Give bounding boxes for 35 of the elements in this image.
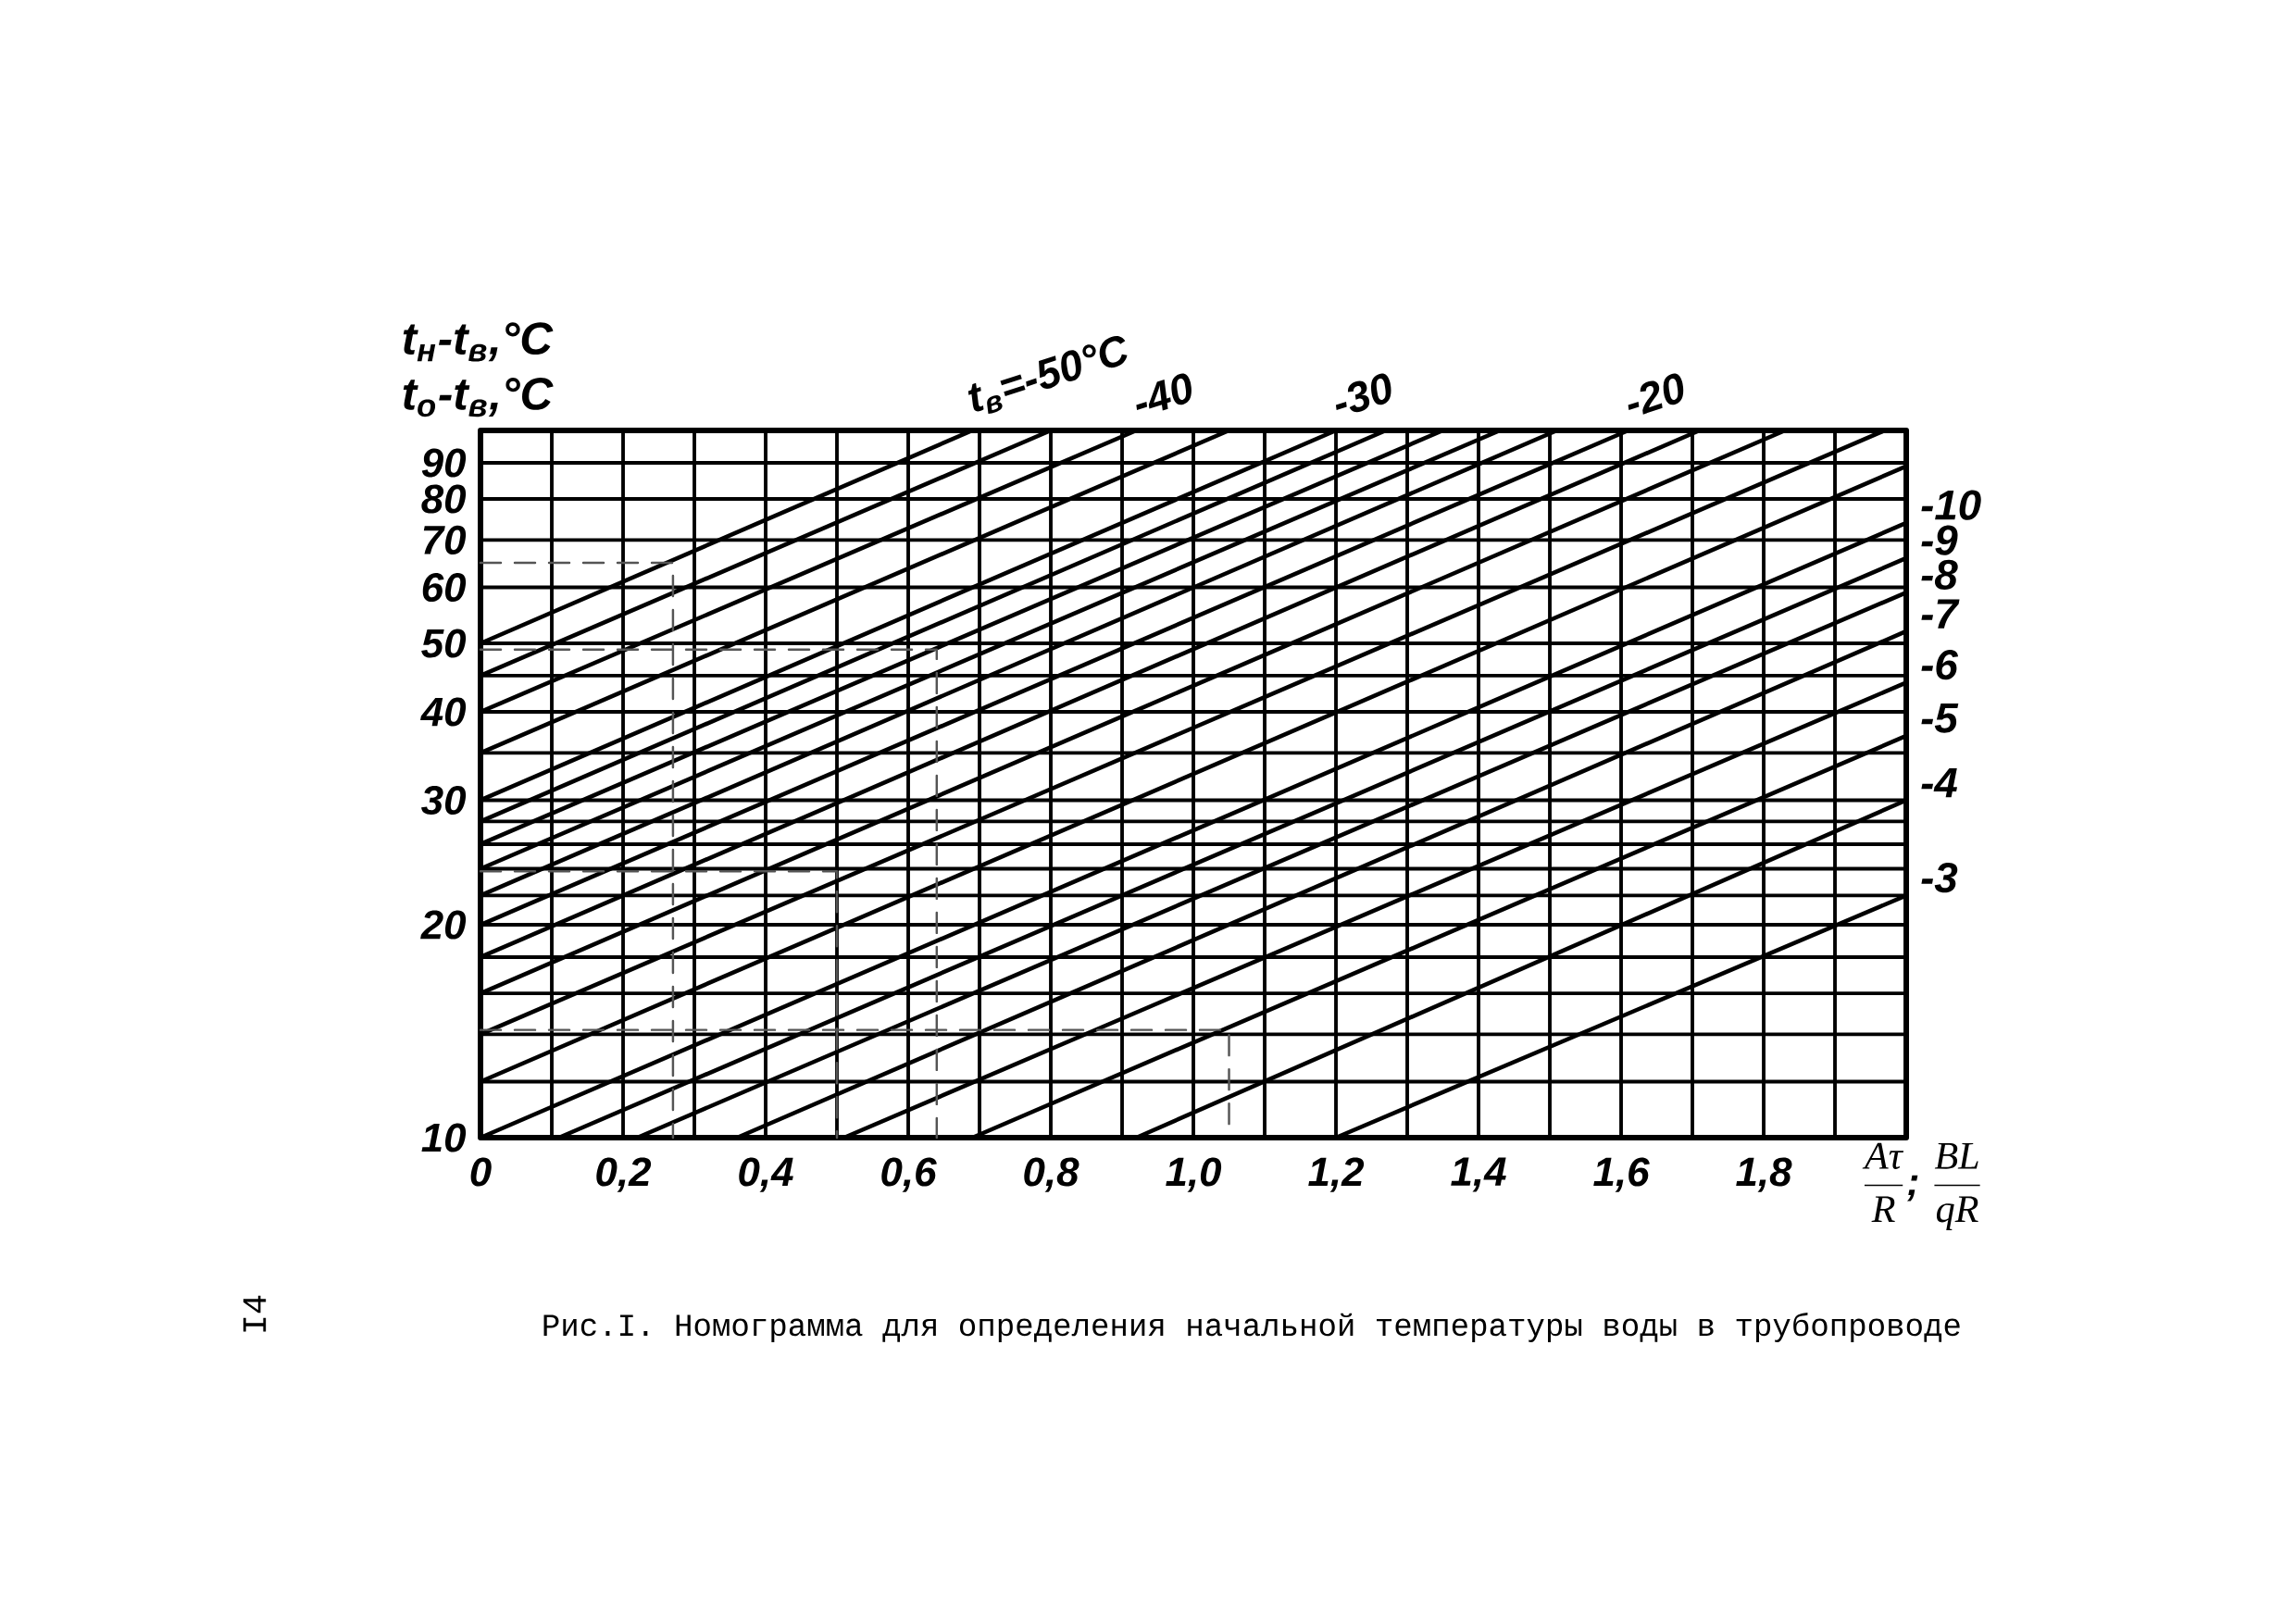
text: -30 — [1335, 373, 1391, 413]
x-tick-label: 1,4 — [1451, 1157, 1506, 1192]
y-tick-label: 70 — [423, 525, 467, 554]
y-tick-label: 60 — [422, 572, 467, 603]
y-tick-label: 50 — [421, 629, 467, 658]
y-tick-label: 40 — [420, 697, 467, 727]
series-label: -4 — [1921, 767, 1957, 798]
x-tick-label: 1,6 — [1593, 1157, 1650, 1192]
y-tick-label: 80 — [421, 484, 467, 514]
series-label: -6 — [1921, 649, 1959, 680]
series-label: -3 — [1921, 862, 1958, 893]
text: -40 — [1136, 373, 1192, 411]
x-tick-label: 1,8 — [1736, 1157, 1792, 1192]
text: t$_{н}$-t$_{в}$,°C t$_{о}$-t$_{в}$,°C — [403, 322, 554, 417]
x-tick-label: 0,8 — [1024, 1157, 1079, 1192]
text: Рис.I. Номограмма для определения начальной температуры воды в трубопроводе — [543, 1312, 1960, 1343]
x-tick-label: 0,4 — [739, 1157, 793, 1192]
text: I4 — [243, 1295, 267, 1332]
x-tick-label: 0,2 — [596, 1157, 652, 1192]
y-tick-label: 90 — [421, 448, 467, 478]
series-label: -8 — [1921, 559, 1958, 590]
y-tick-label: 30 — [421, 785, 467, 816]
series-label: -5 — [1921, 703, 1959, 733]
x-tick-label: 1,2 — [1308, 1157, 1365, 1192]
x-tick-label: 1,0 — [1166, 1157, 1222, 1192]
text: -20 — [1628, 373, 1684, 415]
y-tick-label: 20 — [420, 910, 467, 940]
x-tick-label: 0 — [470, 1157, 492, 1187]
x-tick-label: 0,6 — [881, 1157, 937, 1192]
series-label: -10 — [1921, 490, 1981, 520]
series-label: -9 — [1921, 525, 1958, 555]
text: t$_{в}$=-50°C — [967, 336, 1128, 415]
series-label: -7 — [1921, 599, 1960, 629]
x-axis-title: $\frac{A\tau}{R}\text{; }\frac{BL}{qR}$ — [1862, 1142, 1980, 1230]
y-tick-label: 10 — [421, 1123, 467, 1152]
